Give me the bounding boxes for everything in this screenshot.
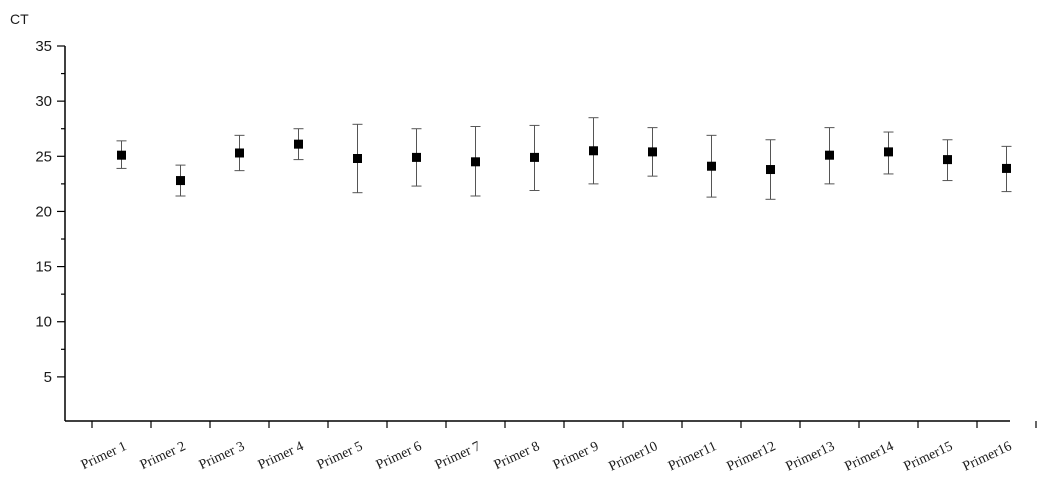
- data-point: [294, 139, 303, 149]
- data-point: [943, 155, 952, 165]
- x-tick-label: Primer 9: [551, 439, 601, 473]
- x-tick-label: Primer 4: [256, 439, 306, 473]
- y-tick-label: 15: [35, 259, 52, 276]
- data-point: [884, 147, 893, 157]
- y-axis-ticks: 5 10 15 20 25 30 35: [35, 38, 65, 386]
- x-tick-label: Primer 1: [79, 439, 129, 473]
- y-tick-label: 10: [35, 314, 52, 331]
- data-point: [235, 148, 244, 158]
- y-tick-label: 30: [35, 93, 52, 110]
- data-point: [530, 152, 539, 162]
- axes: [64, 46, 1010, 422]
- data-point: [1002, 163, 1011, 173]
- data-point: [117, 150, 126, 160]
- y-tick-label: 5: [44, 369, 52, 386]
- x-tick-label: Primer12: [725, 439, 779, 475]
- data-point: [648, 147, 657, 157]
- x-tick-label: Primer 5: [315, 439, 365, 473]
- x-tick-label: Primer 2: [138, 439, 188, 473]
- x-tick-label: Primer 7: [433, 439, 483, 473]
- x-axis-ticks: Primer 1 Primer 2 Primer 3 Primer 4 Primer 5…: [79, 421, 1037, 475]
- x-tick-label: Primer14: [843, 439, 897, 475]
- data-point: [176, 176, 185, 186]
- x-tick-label: Primer10: [607, 439, 661, 475]
- data-point: [766, 165, 775, 175]
- data-point: [589, 146, 598, 156]
- data-points: [116, 117, 1012, 200]
- data-point: [825, 150, 834, 160]
- data-point: [353, 154, 362, 163]
- x-tick-label: Primer 3: [197, 439, 247, 473]
- y-tick-label: 35: [35, 38, 52, 55]
- x-tick-label: Primer16: [961, 439, 1015, 475]
- y-axis-title: CT: [10, 11, 29, 27]
- x-tick-label: Primer 6: [374, 439, 424, 473]
- x-tick-label: Primer15: [902, 439, 956, 475]
- x-tick-label: Primer11: [666, 439, 719, 474]
- data-point: [412, 152, 421, 162]
- x-tick-label: Primer 8: [492, 439, 542, 473]
- data-point: [707, 161, 716, 171]
- y-tick-label: 25: [35, 148, 52, 165]
- data-point: [471, 157, 480, 167]
- x-tick-label: Primer13: [784, 439, 838, 475]
- y-tick-label: 20: [35, 203, 52, 220]
